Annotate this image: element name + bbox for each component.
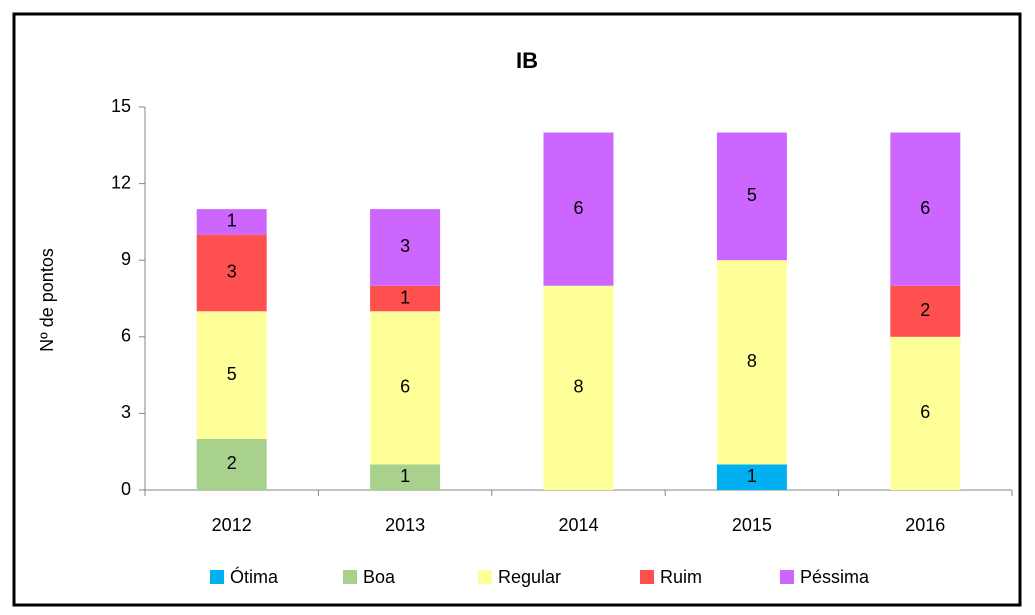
- chart-border: [12, 12, 1022, 607]
- y-tick-label: 15: [111, 96, 131, 116]
- y-tick-label: 0: [121, 479, 131, 499]
- legend-swatch: [640, 570, 654, 584]
- bar-segment: [716, 260, 787, 465]
- bar-segment: [543, 285, 614, 490]
- data-label: 3: [400, 236, 410, 256]
- data-label: 6: [920, 198, 930, 218]
- legend-label: Ruim: [660, 567, 702, 587]
- y-axis-label: Nº de pontos: [37, 248, 57, 352]
- legend-swatch: [210, 570, 224, 584]
- data-label: 1: [400, 287, 410, 307]
- legend-swatch: [780, 570, 794, 584]
- data-label: 1: [747, 466, 757, 486]
- bar-segment: [196, 209, 267, 235]
- x-tick-label: 2016: [905, 515, 945, 535]
- bar-segment: [890, 336, 961, 490]
- data-label: 8: [747, 351, 757, 371]
- legend-label: Regular: [498, 567, 561, 587]
- bar-segment: [370, 311, 441, 465]
- x-tick-label: 2015: [732, 515, 772, 535]
- x-tick-label: 2014: [558, 515, 598, 535]
- bar-segment: [196, 438, 267, 490]
- legend-swatch: [343, 570, 357, 584]
- data-label: 5: [227, 364, 237, 384]
- bar-segment: [370, 464, 441, 490]
- chart-title: IB: [516, 48, 538, 73]
- data-label: 6: [400, 377, 410, 397]
- data-label: 5: [747, 185, 757, 205]
- bar-segment: [716, 464, 787, 490]
- y-tick-label: 12: [111, 172, 131, 192]
- data-label: 8: [573, 377, 583, 397]
- legend-label: Boa: [363, 567, 396, 587]
- x-tick-label: 2013: [385, 515, 425, 535]
- data-label: 1: [227, 211, 237, 231]
- bar-segment: [890, 132, 961, 286]
- bar-segment: [370, 285, 441, 312]
- legend-label: Péssima: [800, 567, 870, 587]
- bar-segment: [370, 209, 441, 286]
- data-label: 6: [573, 198, 583, 218]
- legend-swatch: [478, 570, 492, 584]
- bar-segment: [890, 285, 961, 337]
- bar-segment: [716, 132, 787, 261]
- legend-label: Ótima: [230, 566, 279, 587]
- bar-segment: [196, 234, 267, 312]
- y-tick-label: 3: [121, 402, 131, 422]
- data-label: 6: [920, 402, 930, 422]
- bar-segment: [543, 132, 614, 286]
- y-tick-label: 6: [121, 326, 131, 346]
- data-label: 2: [920, 300, 930, 320]
- x-tick-label: 2012: [212, 515, 252, 535]
- y-tick-label: 9: [121, 249, 131, 269]
- bar-segment: [196, 311, 267, 439]
- data-label: 2: [227, 453, 237, 473]
- data-label: 3: [227, 262, 237, 282]
- data-label: 1: [400, 466, 410, 486]
